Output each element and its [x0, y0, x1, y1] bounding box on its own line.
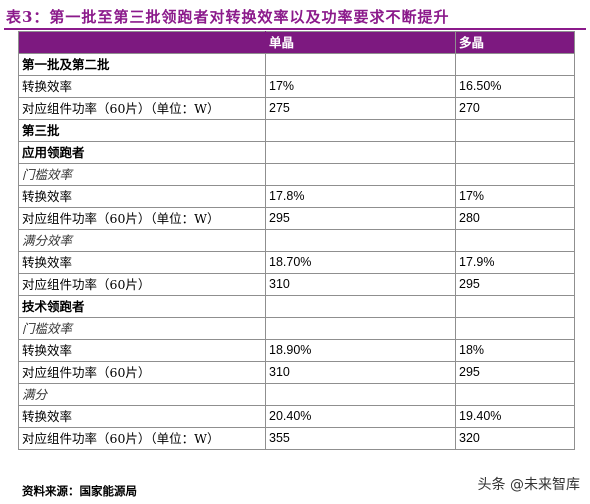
mono-value-cell	[265, 141, 456, 164]
poly-value-cell: 295	[455, 273, 575, 296]
poly-value-cell: 295	[455, 361, 575, 384]
table-row: 门槛效率	[18, 317, 575, 340]
table-row: 对应组件功率（60片）（单位：W） 275 270	[18, 97, 575, 120]
mono-value-cell: 18.70%	[265, 251, 456, 274]
mono-value-cell: 17.8%	[265, 185, 456, 208]
watermark: 头条 @未来智库	[477, 477, 580, 493]
poly-value-cell	[455, 317, 575, 340]
table-row: 满分效率	[18, 229, 575, 252]
poly-value-cell: 280	[455, 207, 575, 230]
table-row: 第一批及第二批	[18, 53, 575, 76]
poly-value-cell: 17%	[455, 185, 575, 208]
row-label-cell: 满分效率	[18, 229, 266, 252]
header-cell-poly: 多晶	[455, 31, 575, 54]
row-label-cell: 门槛效率	[18, 163, 266, 186]
poly-value-cell	[455, 119, 575, 142]
table-row: 转换效率 17.8% 17%	[18, 185, 575, 208]
row-label-cell: 对应组件功率（60片）（单位：W）	[18, 207, 266, 230]
row-label-cell: 转换效率	[18, 251, 266, 274]
header-cell-label	[18, 31, 266, 54]
table-title: 表3：第一批至第三批领跑者对转换效率以及功率要求不断提升	[6, 8, 450, 26]
table-row: 转换效率 18.90% 18%	[18, 339, 575, 362]
poly-value-cell: 16.50%	[455, 75, 575, 98]
row-label-cell: 对应组件功率（60片）（单位：W）	[18, 97, 266, 120]
mono-value-cell: 17%	[265, 75, 456, 98]
poly-value-cell: 19.40%	[455, 405, 575, 428]
mono-value-cell	[265, 229, 456, 252]
row-label-cell: 对应组件功率（60片）	[18, 361, 266, 384]
table-row: 转换效率 20.40% 19.40%	[18, 405, 575, 428]
data-table: 单晶 多晶 第一批及第二批 转换效率 17% 16.50% 对应组件功率（60片）（单位…	[18, 31, 575, 450]
source-note: 资料来源：国家能源局	[22, 484, 137, 498]
table-row: 门槛效率	[18, 163, 575, 186]
mono-value-cell: 310	[265, 273, 456, 296]
row-label-cell: 转换效率	[18, 185, 266, 208]
mono-value-cell: 310	[265, 361, 456, 384]
mono-value-cell	[265, 295, 456, 318]
poly-value-cell: 320	[455, 427, 575, 450]
mono-value-cell: 18.90%	[265, 339, 456, 362]
poly-value-cell	[455, 53, 575, 76]
table-row: 转换效率 18.70% 17.9%	[18, 251, 575, 274]
row-label-cell: 门槛效率	[18, 317, 266, 340]
row-label-cell: 对应组件功率（60片）	[18, 273, 266, 296]
poly-value-cell: 18%	[455, 339, 575, 362]
poly-value-cell: 17.9%	[455, 251, 575, 274]
table-row: 对应组件功率（60片）（单位：W） 295 280	[18, 207, 575, 230]
mono-value-cell: 355	[265, 427, 456, 450]
poly-value-cell	[455, 141, 575, 164]
table-row: 转换效率 17% 16.50%	[18, 75, 575, 98]
poly-value-cell	[455, 295, 575, 318]
mono-value-cell	[265, 119, 456, 142]
poly-value-cell	[455, 229, 575, 252]
mono-value-cell	[265, 383, 456, 406]
poly-value-cell: 270	[455, 97, 575, 120]
table-row: 对应组件功率（60片） 310 295	[18, 361, 575, 384]
table-row: 第三批	[18, 119, 575, 142]
poly-value-cell	[455, 163, 575, 186]
row-label-cell: 转换效率	[18, 339, 266, 362]
table-row: 技术领跑者	[18, 295, 575, 318]
poly-value-cell	[455, 383, 575, 406]
row-label-cell: 对应组件功率（60片）（单位：W）	[18, 427, 266, 450]
mono-value-cell: 275	[265, 97, 456, 120]
table-header-row: 单晶 多晶	[18, 31, 575, 54]
row-label-cell: 第一批及第二批	[18, 53, 266, 76]
row-label-cell: 转换效率	[18, 75, 266, 98]
mono-value-cell: 20.40%	[265, 405, 456, 428]
mono-value-cell	[265, 163, 456, 186]
mono-value-cell: 295	[265, 207, 456, 230]
header-cell-mono: 单晶	[265, 31, 456, 54]
row-label-cell: 应用领跑者	[18, 141, 266, 164]
table-row: 应用领跑者	[18, 141, 575, 164]
mono-value-cell	[265, 317, 456, 340]
row-label-cell: 第三批	[18, 119, 266, 142]
mono-value-cell	[265, 53, 456, 76]
table-row: 满分	[18, 383, 575, 406]
table-row: 对应组件功率（60片） 310 295	[18, 273, 575, 296]
row-label-cell: 技术领跑者	[18, 295, 266, 318]
row-label-cell: 满分	[18, 383, 266, 406]
row-label-cell: 转换效率	[18, 405, 266, 428]
table-row: 对应组件功率（60片）（单位：W） 355 320	[18, 427, 575, 450]
title-divider	[4, 28, 586, 30]
